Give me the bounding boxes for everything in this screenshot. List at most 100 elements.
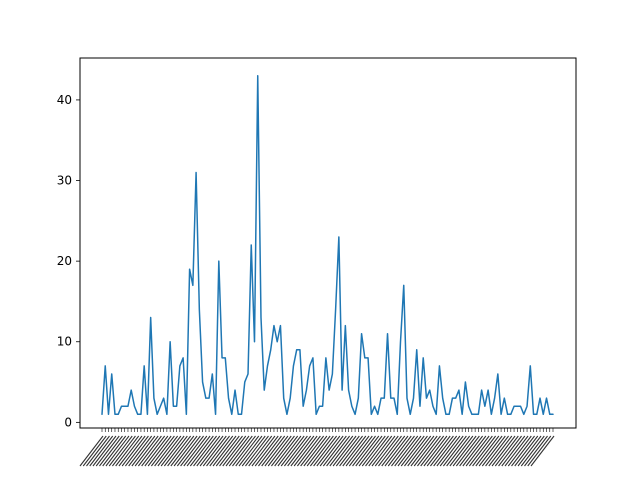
x-tick-label-mark (82, 435, 107, 467)
x-tick-label-mark (355, 435, 380, 467)
x-tick-label-mark (329, 435, 354, 467)
x-tick-label-mark (160, 435, 185, 467)
x-tick-label-mark (439, 435, 464, 467)
x-tick-label-mark (358, 435, 383, 467)
x-tick-label-mark (391, 435, 415, 467)
x-tick-label-mark (407, 435, 432, 467)
x-tick-label-mark (332, 435, 357, 467)
x-tick-label-mark (95, 435, 120, 467)
x-tick-label-mark (118, 435, 143, 467)
x-tick-label-mark (108, 435, 133, 467)
x-tick-label-mark (361, 435, 386, 467)
x-tick-label-mark (157, 435, 182, 467)
x-tick-label-mark (472, 435, 497, 467)
x-tick-label-mark (387, 435, 412, 467)
x-tick-label-mark (449, 435, 474, 467)
x-tick-label-mark (524, 435, 548, 467)
x-tick-label-mark (365, 435, 389, 467)
x-tick-label-mark (92, 435, 117, 467)
y-tick-label: 40 (57, 93, 72, 107)
x-tick-label-mark (520, 435, 545, 467)
x-tick-label-mark (173, 435, 198, 467)
x-tick-label-mark (189, 435, 214, 467)
x-tick-label-mark (202, 435, 227, 467)
x-tick-label-mark (485, 435, 510, 467)
x-tick-label-mark (193, 435, 217, 467)
x-tick-label-mark (183, 435, 208, 467)
x-tick-label-mark (264, 435, 289, 467)
y-tick-label: 20 (57, 254, 72, 268)
x-tick-label-mark (313, 435, 338, 467)
x-tick-label-mark (228, 435, 253, 467)
x-tick-label-mark (105, 435, 130, 467)
x-tick-label-mark (293, 435, 318, 467)
x-tick-label-mark (128, 435, 153, 467)
x-axis (79, 428, 555, 467)
x-tick-label-mark (238, 435, 263, 467)
x-tick-label-mark (455, 435, 480, 467)
x-tick-label-mark (316, 435, 341, 467)
x-tick-label-mark (270, 435, 295, 467)
x-tick-label-mark (498, 435, 522, 467)
y-tick-label: 10 (57, 335, 72, 349)
x-tick-label-mark (348, 435, 373, 467)
x-tick-label-mark (222, 435, 247, 467)
x-tick-label-mark (134, 435, 159, 467)
x-tick-label-mark (374, 435, 399, 467)
x-tick-label-mark (241, 435, 266, 467)
x-tick-label-mark (319, 435, 344, 467)
x-tick-label-mark (478, 435, 503, 467)
x-tick-label-mark (517, 435, 542, 467)
x-tick-label-mark (436, 435, 461, 467)
x-tick-label-mark (141, 435, 166, 467)
x-tick-label-mark (459, 435, 484, 467)
x-tick-label-mark (144, 435, 169, 467)
x-tick-label-mark (232, 435, 256, 467)
x-tick-label-mark (452, 435, 477, 467)
x-tick-label-mark (397, 435, 422, 467)
x-tick-label-mark (501, 435, 526, 467)
x-tick-label-mark (176, 435, 201, 467)
x-tick-label-mark (423, 435, 448, 467)
x-tick-label-mark (494, 435, 519, 467)
x-tick-label-mark (426, 435, 451, 467)
x-tick-label-mark (491, 435, 516, 467)
x-tick-label-mark (514, 435, 539, 467)
x-tick-label-mark (530, 435, 555, 467)
x-tick-label-mark (322, 435, 347, 467)
x-tick-label-mark (381, 435, 406, 467)
x-tick-label-mark (335, 435, 360, 467)
x-tick-label-mark (404, 435, 428, 467)
x-tick-label-mark (371, 435, 396, 467)
series-line (101, 74, 554, 416)
x-tick-label-mark (283, 435, 308, 467)
x-tick-label-mark (465, 435, 490, 467)
x-tick-label-mark (267, 435, 292, 467)
x-tick-label-mark (475, 435, 500, 467)
x-tick-label-mark (154, 435, 179, 467)
x-tick-label-mark (384, 435, 409, 467)
plot-area-frame (79, 57, 577, 429)
x-tick-label-mark (296, 435, 321, 467)
x-tick-label-mark (254, 435, 279, 467)
x-tick-label-mark (300, 435, 325, 467)
x-tick-label-mark (352, 435, 376, 467)
x-tick-label-mark (368, 435, 393, 467)
x-tick-label-mark (167, 435, 192, 467)
x-tick-label-mark (206, 435, 230, 467)
x-tick-label-mark (462, 435, 487, 467)
x-tick-label-mark (215, 435, 240, 467)
x-tick-label-mark (280, 435, 305, 467)
x-tick-label-mark (112, 435, 136, 467)
x-tick-label-mark (186, 435, 211, 467)
x-tick-label-mark (121, 435, 146, 467)
x-tick-label-mark (527, 435, 552, 467)
x-tick-label-mark (306, 435, 331, 467)
x-tick-label-mark (86, 435, 110, 467)
x-tick-label-mark (225, 435, 250, 467)
y-tick-label: 30 (57, 174, 72, 188)
x-tick-label-mark (150, 435, 175, 467)
x-tick-label-mark (170, 435, 195, 467)
x-tick-label-mark (290, 435, 315, 467)
x-tick-label-mark (277, 435, 302, 467)
